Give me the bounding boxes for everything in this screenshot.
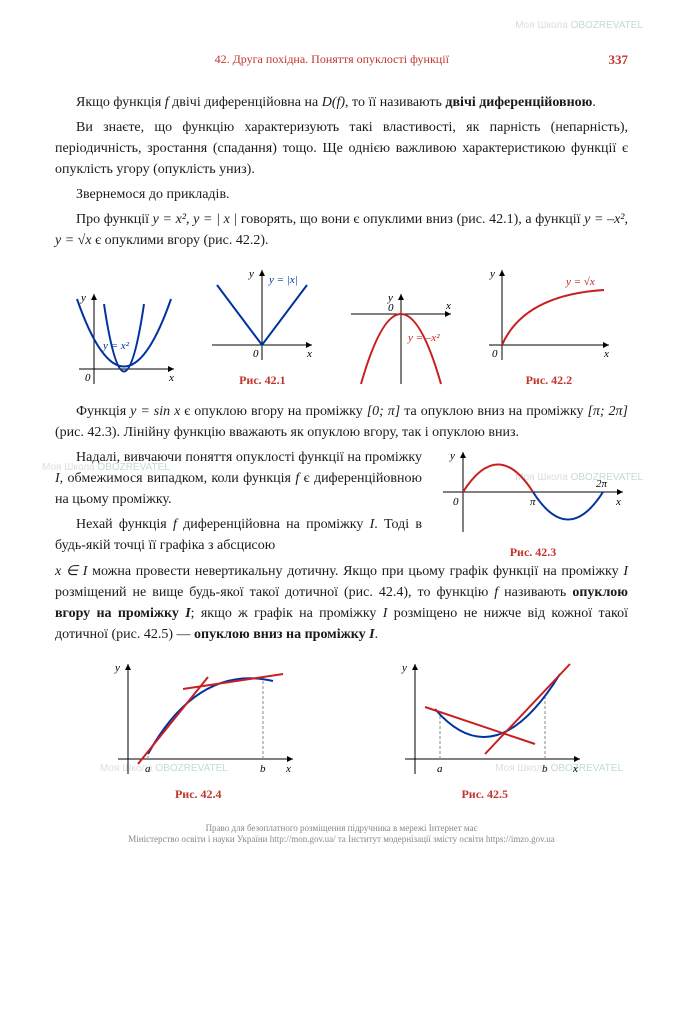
paragraph-5: Функція y = sin x є опуклою вгору на про…: [55, 401, 628, 443]
svg-text:b: b: [542, 763, 548, 775]
svg-text:x: x: [168, 372, 174, 384]
graph-concave-up-tangents: a b x y: [385, 659, 585, 779]
svg-text:y = –x²: y = –x²: [407, 332, 440, 344]
svg-text:x: x: [306, 348, 312, 360]
svg-text:0: 0: [253, 348, 259, 360]
figure-421-b: x y 0 y = |x| Рис. 42.1: [207, 265, 317, 389]
watermark: Моя Школа OBOZREVATEL: [515, 18, 643, 33]
svg-text:2π: 2π: [596, 478, 608, 490]
graph-neg-x-squared: x y 0 y = –x²: [346, 289, 456, 389]
figure-425: a b x y Рис. 42.5: [385, 659, 585, 803]
svg-text:a: a: [145, 763, 151, 775]
graph-sine: 0 π 2π x y: [438, 447, 628, 537]
figure-label-425: Рис. 42.5: [385, 785, 585, 803]
svg-text:y: y: [449, 450, 455, 462]
figure-422-a: x y 0 y = –x²: [346, 289, 456, 389]
svg-text:x: x: [445, 300, 451, 312]
paragraph-2: Ви знаєте, що функцію характеризують так…: [55, 117, 628, 180]
graph-x-squared: x y 0 y = x²: [69, 289, 179, 389]
figure-424: a b x y Рис. 42.4: [98, 659, 298, 803]
svg-text:y = x²: y = x²: [102, 340, 130, 352]
svg-text:0: 0: [492, 348, 498, 360]
svg-text:y = |x|: y = |x|: [268, 274, 298, 286]
page-header: 42. Друга похідна. Поняття опуклості фун…: [55, 50, 628, 74]
svg-text:x: x: [285, 763, 291, 775]
figure-423: 0 π 2π x y Рис. 42.3: [438, 447, 628, 561]
svg-text:π: π: [530, 496, 536, 508]
svg-text:y: y: [401, 662, 407, 674]
svg-text:y = √x: y = √x: [565, 276, 595, 288]
paragraph-4: Про функції y = x², y = | x | говорять, …: [55, 209, 628, 251]
figure-label-421: Рис. 42.1: [207, 371, 317, 389]
figure-421-a: x y 0 y = x²: [69, 289, 179, 389]
page-number: 337: [609, 50, 629, 70]
two-column-block: Надалі, вивчаючи поняття опуклості функц…: [55, 447, 628, 561]
graph-abs-x: x y 0 y = |x|: [207, 265, 317, 365]
svg-text:0: 0: [85, 372, 91, 384]
paragraph-7-cont: x ∈ I можна провести невертикальну дотич…: [55, 561, 628, 645]
svg-text:0: 0: [388, 302, 394, 314]
svg-text:x: x: [572, 763, 578, 775]
paragraph-7-start: Нехай функція f диференційовна на проміж…: [55, 514, 422, 556]
figure-422-b: x y 0 y = √x Рис. 42.2: [484, 265, 614, 389]
graph-sqrt-x: x y 0 y = √x: [484, 265, 614, 365]
svg-text:y: y: [489, 268, 495, 280]
svg-text:x: x: [615, 496, 621, 508]
svg-text:x: x: [603, 348, 609, 360]
svg-text:y: y: [114, 662, 120, 674]
paragraph-6: Надалі, вивчаючи поняття опуклості функц…: [55, 447, 422, 510]
svg-text:b: b: [260, 763, 266, 775]
figure-label-424: Рис. 42.4: [98, 785, 298, 803]
paragraph-3: Звернемося до прикладів.: [55, 184, 628, 205]
figure-label-422: Рис. 42.2: [484, 371, 614, 389]
textbook-page: Моя Школа OBOZREVATEL Моя Школа OBOZREVA…: [0, 0, 683, 876]
figure-label-423: Рис. 42.3: [438, 543, 628, 561]
figure-row-1: x y 0 y = x² x y 0 y = |x| Рис. 42.1: [55, 265, 628, 389]
section-title: 42. Друга похідна. Поняття опуклості фун…: [55, 50, 609, 70]
paragraph-1: Якщо функція f двічі диференційовна на D…: [55, 92, 628, 113]
svg-text:y: y: [80, 292, 86, 304]
svg-text:0: 0: [453, 496, 459, 508]
page-footer: Право для безоплатного розміщення підруч…: [55, 823, 628, 846]
svg-text:a: a: [437, 763, 443, 775]
figure-row-2: a b x y Рис. 42.4 a b x y Рис. 42.5: [55, 659, 628, 803]
svg-text:y: y: [248, 268, 254, 280]
graph-concave-down-tangents: a b x y: [98, 659, 298, 779]
